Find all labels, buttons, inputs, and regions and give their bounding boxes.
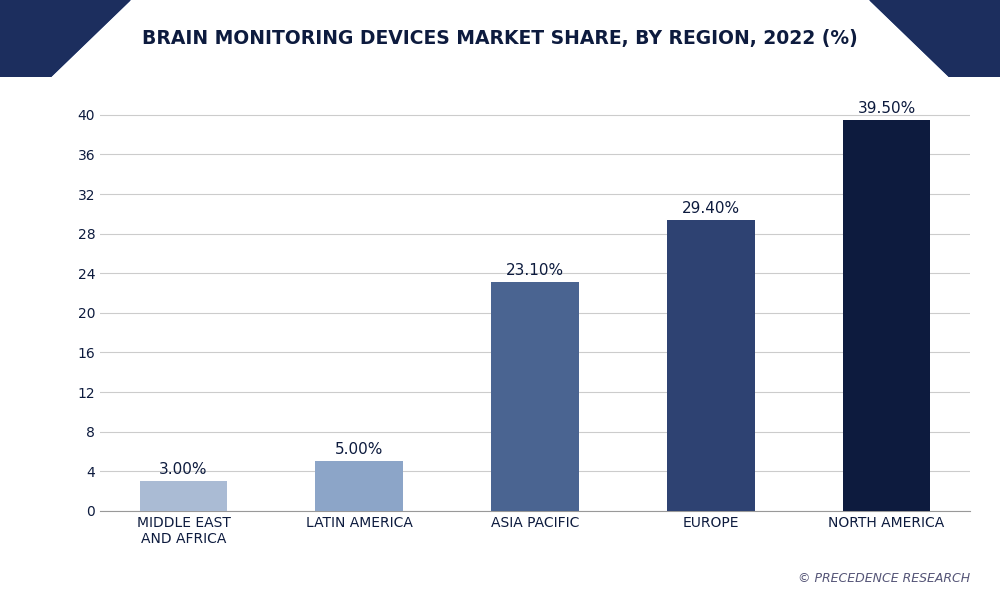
Bar <box>667 220 755 511</box>
Bar <box>315 462 403 511</box>
Text: 29.40%: 29.40% <box>682 201 740 216</box>
Polygon shape <box>870 0 1000 77</box>
Polygon shape <box>0 0 130 77</box>
Bar <box>491 282 579 511</box>
Polygon shape <box>0 0 130 77</box>
Bar <box>140 481 227 511</box>
Polygon shape <box>870 0 1000 77</box>
Text: 5.00%: 5.00% <box>335 443 383 457</box>
Text: 39.50%: 39.50% <box>857 101 916 116</box>
Text: BRAIN MONITORING DEVICES MARKET SHARE, BY REGION, 2022 (%): BRAIN MONITORING DEVICES MARKET SHARE, B… <box>142 29 858 48</box>
Text: 3.00%: 3.00% <box>159 462 208 477</box>
Bar <box>843 120 930 511</box>
Text: © PRECEDENCE RESEARCH: © PRECEDENCE RESEARCH <box>798 572 970 585</box>
Text: 23.10%: 23.10% <box>506 263 564 278</box>
